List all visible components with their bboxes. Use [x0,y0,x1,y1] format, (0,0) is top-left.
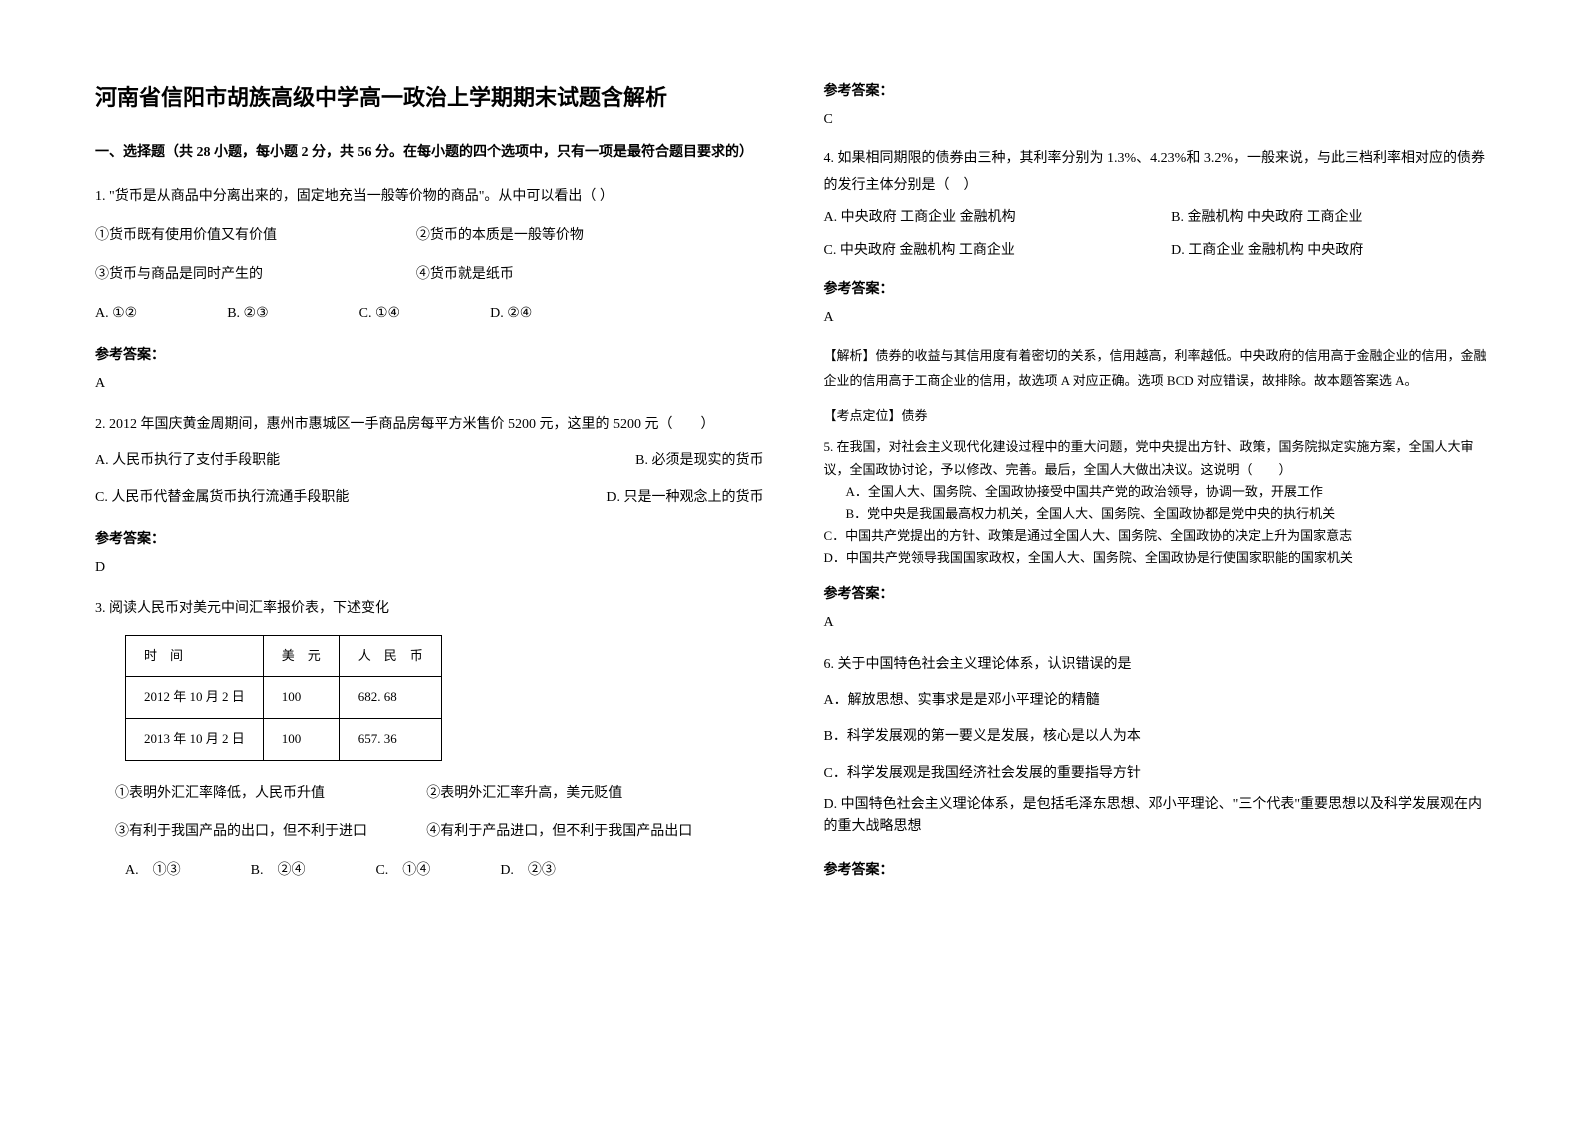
table-row: 2012 年 10 月 2 日 100 682. 68 [126,677,442,719]
q2-answer: D [95,560,764,576]
right-column: 参考答案： C 4. 如果相同期限的债券由三种，其利率分别为 1.3%、4.23… [824,80,1493,1042]
q1-answer: A [95,376,764,392]
q4-explain: 【解析】债券的收益与其信用度有着密切的关系，信用越高，利率越低。中央政府的信用高… [824,344,1493,393]
q1-optD: D. ②④ [490,299,532,330]
table-row: 2013 年 10 月 2 日 100 657. 36 [126,718,442,760]
q4-answer: A [824,310,1493,326]
q4-answer-label: 参考答案： [824,278,1493,298]
q4-optC: C. 中央政府 金融机构 工商企业 [824,238,1172,265]
q3-optC: C. ①④ [375,856,430,887]
q3-optD: D. ②③ [500,856,556,887]
q3-table: 时 间 美 元 人 民 币 2012 年 10 月 2 日 100 682. 6… [125,635,442,761]
q1-sub1: ①货币既有使用价值又有价值 [95,221,416,252]
cell: 2013 年 10 月 2 日 [126,718,264,760]
q4-opts-row2: C. 中央政府 金融机构 工商企业 D. 工商企业 金融机构 中央政府 [824,238,1493,265]
q3-stem: 3. 阅读人民币对美元中间汇率报价表，下述变化 [95,594,764,625]
q6-optD: D. 中国特色社会主义理论体系，是包括毛泽东思想、邓小平理论、"三个代表"重要思… [824,794,1493,839]
q4-topic: 【考点定位】债券 [824,404,1493,429]
q1-answer-label: 参考答案： [95,344,764,364]
cell: 2012 年 10 月 2 日 [126,677,264,719]
q6-answer-label: 参考答案： [824,859,1493,879]
q4-optA: A. 中央政府 工商企业 金融机构 [824,205,1172,232]
q3-answer: C [824,112,1493,128]
q5-options: A．全国人大、国务院、全国政协接受中国共产党的政治领导，协调一致，开展工作 B．… [824,481,1493,569]
q3-answer-label: 参考答案： [824,80,1493,100]
q4-optB: B. 金融机构 中央政府 工商企业 [1171,205,1492,232]
q2-optA: A. 人民币执行了支付手段职能 [95,446,443,477]
q2-stem: 2. 2012 年国庆黄金周期间，惠州市惠城区一手商品房每平方米售价 5200 … [95,410,764,441]
left-column: 河南省信阳市胡族高级中学高一政治上学期期末试题含解析 一、选择题（共 28 小题… [95,80,764,1042]
q5-optD: D．中国共产党领导我国国家政权，全国人大、国务院、全国政协是行使国家职能的国家机… [824,547,1493,569]
section-header: 一、选择题（共 28 小题，每小题 2 分，共 56 分。在每小题的四个选项中，… [95,142,764,164]
q3-sub1: ①表明外汇汇率降低，人民币升值 [115,779,426,810]
cell: 100 [263,718,339,760]
q3-sub4: ④有利于产品进口，但不利于我国产品出口 [426,817,763,848]
col-time: 时 间 [126,635,264,677]
q2-optB: B. 必须是现实的货币 [443,446,764,477]
question-3: 3. 阅读人民币对美元中间汇率报价表，下述变化 时 间 美 元 人 民 币 20… [95,594,764,887]
q2-answer-label: 参考答案： [95,528,764,548]
q3-optB: B. ②④ [251,856,306,887]
cell: 100 [263,677,339,719]
q1-optC: C. ①④ [359,299,400,330]
q2-optC: C. 人民币代替金属货币执行流通手段职能 [95,483,443,514]
q4-opts-row1: A. 中央政府 工商企业 金融机构 B. 金融机构 中央政府 工商企业 [824,205,1493,232]
q1-subitems-row2: ③货币与商品是同时产生的 ④货币就是纸币 [95,260,764,291]
document-title: 河南省信阳市胡族高级中学高一政治上学期期末试题含解析 [95,80,764,112]
q3-subitems-row1: ①表明外汇汇率降低，人民币升值 ②表明外汇汇率升高，美元贬值 [95,779,764,810]
question-5: 5. 在我国，对社会主义现代化建设过程中的重大问题，党中央提出方针、政策，国务院… [824,436,1493,569]
col-usd: 美 元 [263,635,339,677]
q5-answer: A [824,615,1493,631]
table-header-row: 时 间 美 元 人 民 币 [126,635,442,677]
q1-sub3: ③货币与商品是同时产生的 [95,260,416,291]
q4-optD: D. 工商企业 金融机构 中央政府 [1171,238,1492,265]
question-2: 2. 2012 年国庆黄金周期间，惠州市惠城区一手商品房每平方米售价 5200 … [95,410,764,514]
cell: 682. 68 [339,677,441,719]
q1-sub2: ②货币的本质是一般等价物 [416,221,764,252]
q1-options: A. ①② B. ②③ C. ①④ D. ②④ [95,299,764,330]
q4-stem: 4. 如果相同期限的债券由三种，其利率分别为 1.3%、4.23%和 3.2%，… [824,146,1493,199]
question-1: 1. "货币是从商品中分离出来的，固定地充当一般等价物的商品"。从中可以看出（ … [95,182,764,329]
q6-optB: B．科学发展观的第一要义是发展，核心是以人为本 [824,721,1493,753]
q5-answer-label: 参考答案： [824,583,1493,603]
col-rmb: 人 民 币 [339,635,441,677]
q3-options: A. ①③ B. ②④ C. ①④ D. ②③ [95,856,764,887]
q1-stem: 1. "货币是从商品中分离出来的，固定地充当一般等价物的商品"。从中可以看出（ … [95,182,764,213]
q6-optC: C．科学发展观是我国经济社会发展的重要指导方针 [824,758,1493,790]
q1-optB: B. ②③ [227,299,268,330]
q5-optB: B．党中央是我国最高权力机关，全国人大、国务院、全国政协都是党中央的执行机关 [824,503,1493,525]
q6-optA: A．解放思想、实事求是是邓小平理论的精髓 [824,685,1493,717]
q3-subitems-row2: ③有利于我国产品的出口，但不利于进口 ④有利于产品进口，但不利于我国产品出口 [95,817,764,848]
q2-opts-row2: C. 人民币代替金属货币执行流通手段职能 D. 只是一种观念上的货币 [95,483,764,514]
question-4: 4. 如果相同期限的债券由三种，其利率分别为 1.3%、4.23%和 3.2%，… [824,146,1493,264]
q1-sub4: ④货币就是纸币 [416,260,764,291]
cell: 657. 36 [339,718,441,760]
q1-subitems-row1: ①货币既有使用价值又有价值 ②货币的本质是一般等价物 [95,221,764,252]
q2-opts-row1: A. 人民币执行了支付手段职能 B. 必须是现实的货币 [95,446,764,477]
question-6: 6. 关于中国特色社会主义理论体系，认识错误的是 A．解放思想、实事求是是邓小平… [824,649,1493,839]
q3-sub3: ③有利于我国产品的出口，但不利于进口 [115,817,426,848]
q3-optA: A. ①③ [125,856,181,887]
q6-stem: 6. 关于中国特色社会主义理论体系，认识错误的是 [824,649,1493,681]
q3-sub2: ②表明外汇汇率升高，美元贬值 [426,779,763,810]
q5-stem: 5. 在我国，对社会主义现代化建设过程中的重大问题，党中央提出方针、政策，国务院… [824,436,1493,480]
q2-optD: D. 只是一种观念上的货币 [443,483,764,514]
q1-optA: A. ①② [95,299,137,330]
q5-optC: C．中国共产党提出的方针、政策是通过全国人大、国务院、全国政协的决定上升为国家意… [824,525,1493,547]
q5-optA: A．全国人大、国务院、全国政协接受中国共产党的政治领导，协调一致，开展工作 [824,481,1493,503]
